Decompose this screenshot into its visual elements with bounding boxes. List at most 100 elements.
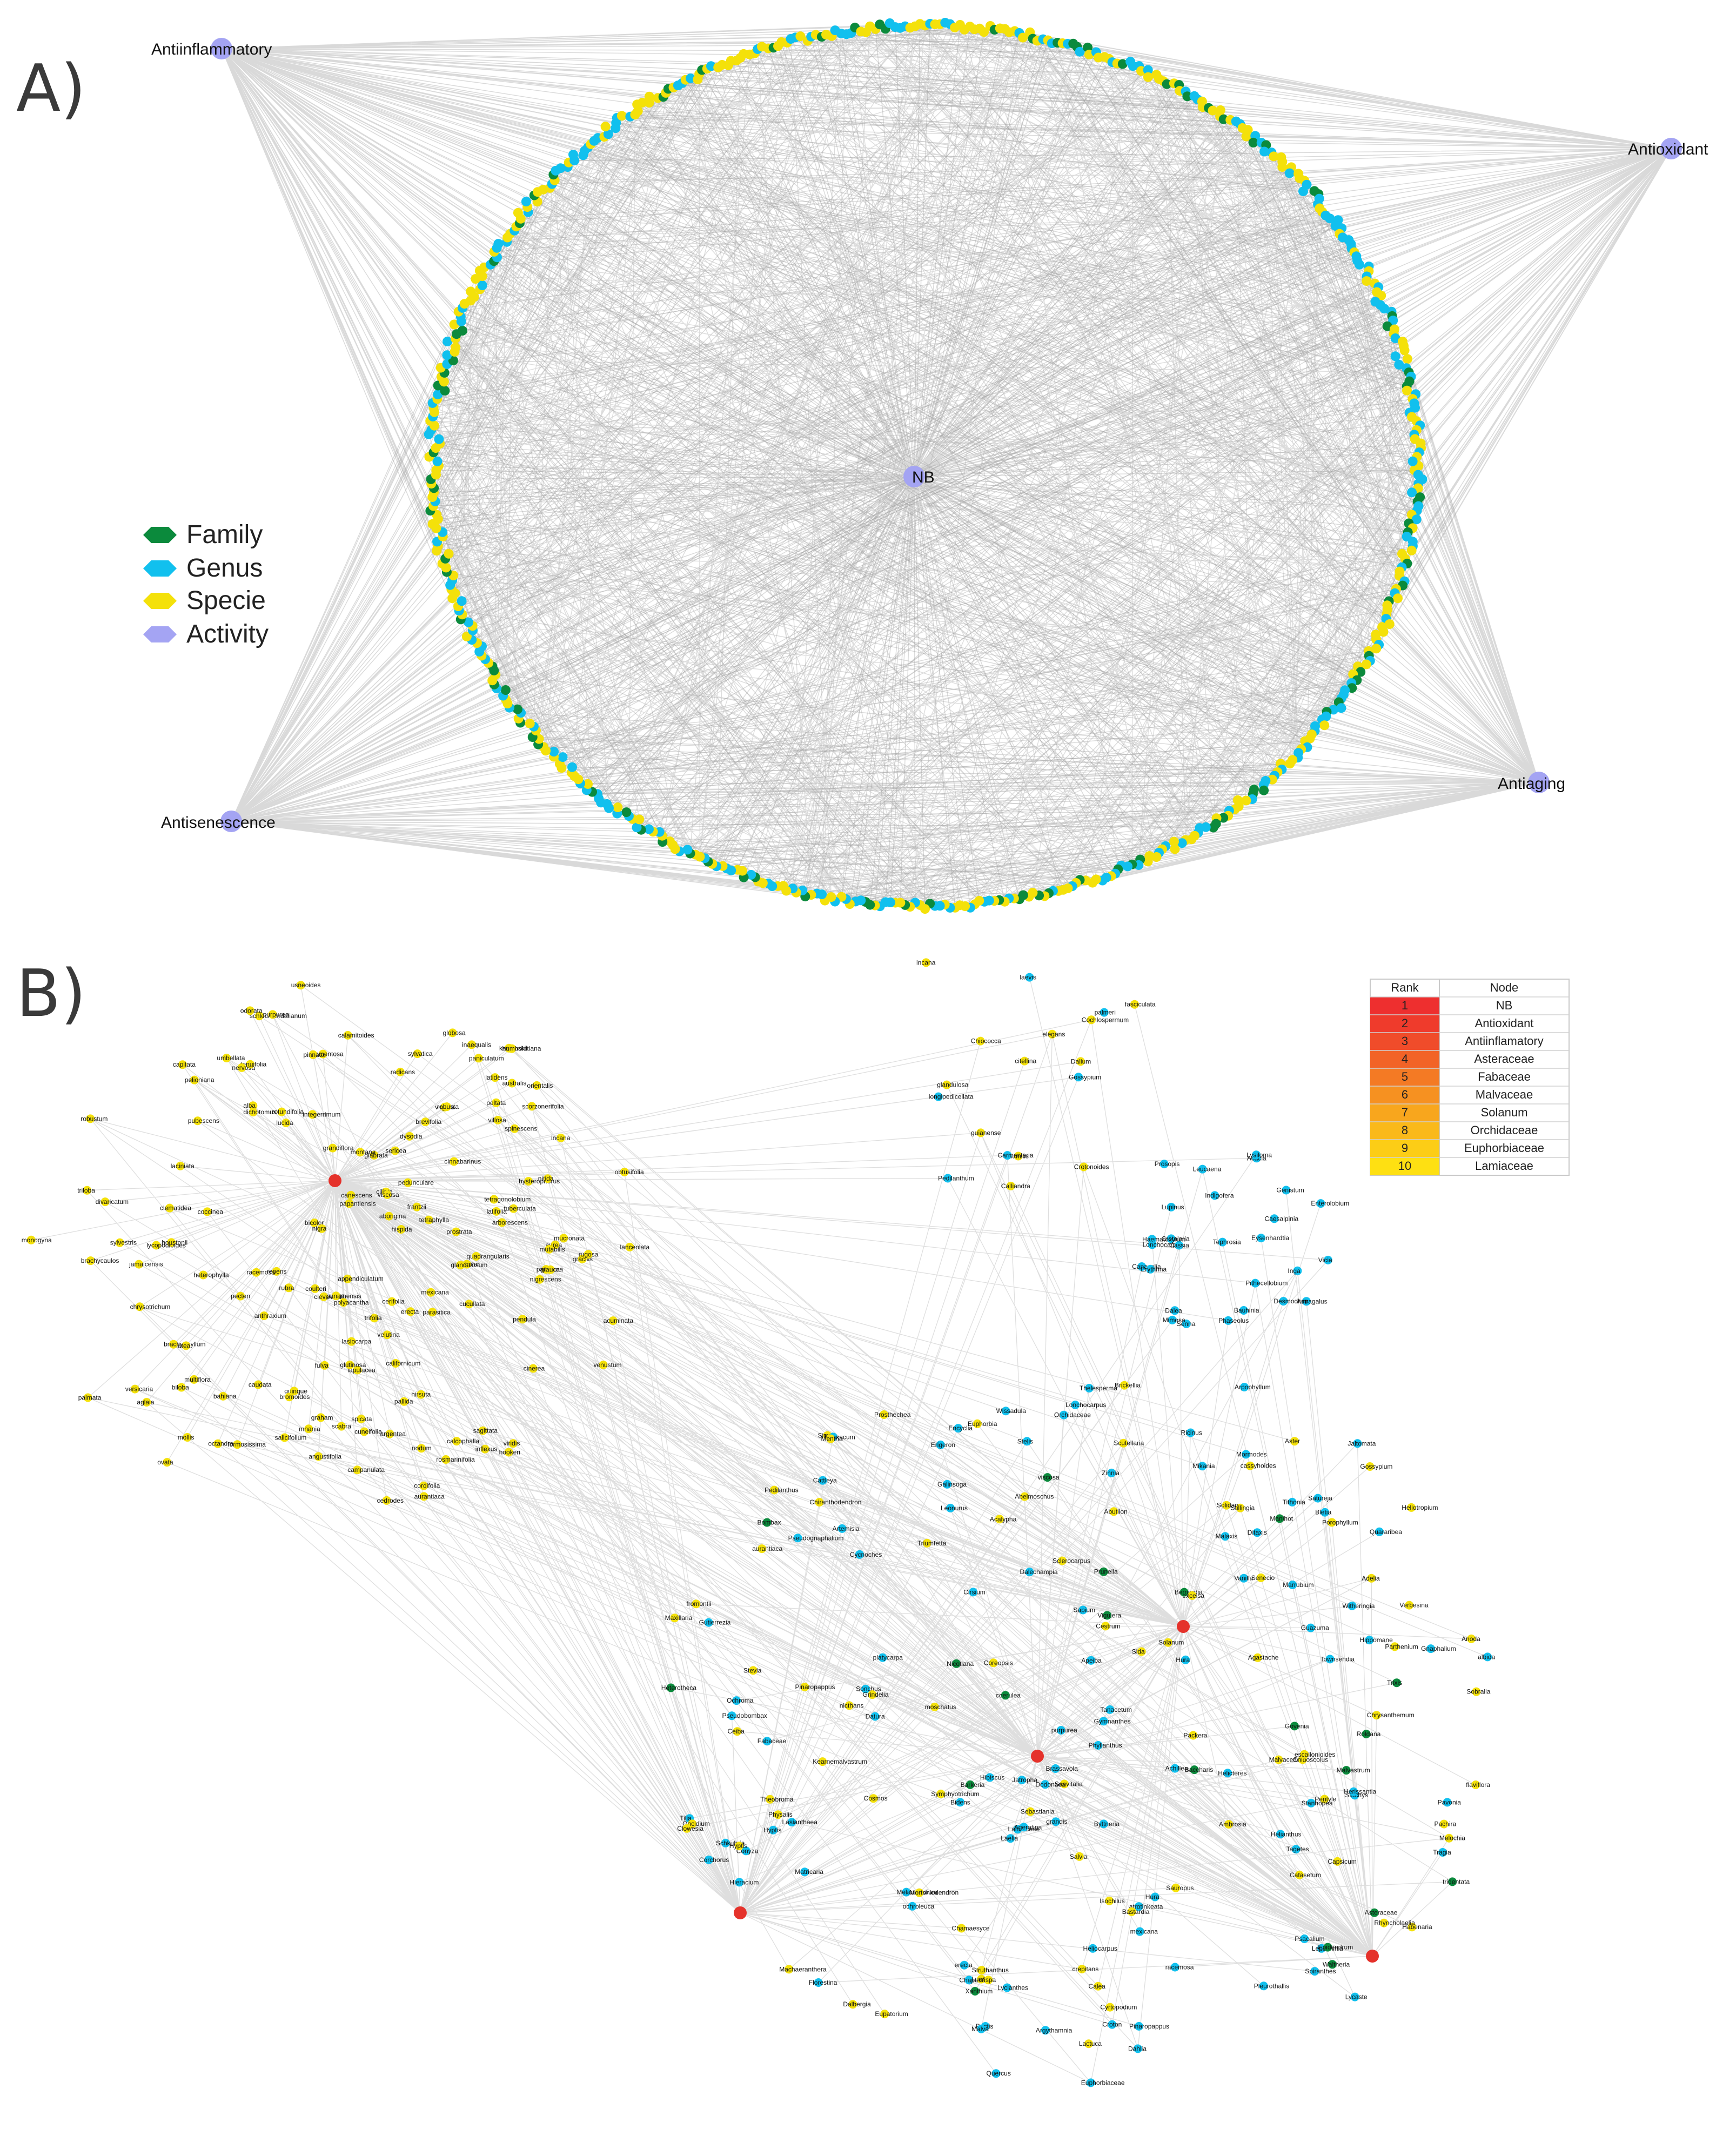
species-cluster-node bbox=[428, 1308, 437, 1317]
ring-node bbox=[442, 350, 452, 360]
center-cluster-node bbox=[1353, 1439, 1362, 1448]
genus-cluster-label: Genistum bbox=[1276, 1187, 1304, 1194]
species-cluster-label: monogyna bbox=[22, 1236, 52, 1244]
species-cluster-node bbox=[417, 1444, 426, 1453]
hub-edges bbox=[430, 23, 1421, 909]
ring-node bbox=[1117, 59, 1128, 69]
genus-cluster-label: Dalea bbox=[1165, 1307, 1182, 1314]
genus-cluster-node bbox=[1167, 1202, 1176, 1211]
species-cluster-node bbox=[403, 1178, 412, 1187]
center-cluster-node bbox=[1288, 1581, 1297, 1589]
center-cluster-node bbox=[1367, 1574, 1376, 1583]
center-cluster-label: Lycaste bbox=[1345, 1993, 1368, 2001]
genus-cluster-label: Lysiloma bbox=[1246, 1151, 1272, 1159]
center-cluster-node bbox=[1328, 1960, 1337, 1969]
species-cluster-node bbox=[426, 1288, 435, 1297]
center-cluster-label: Calea bbox=[1089, 1983, 1106, 1990]
small-cluster-label: incana bbox=[916, 959, 936, 966]
genus-cluster-label: Bauhinia bbox=[1234, 1307, 1259, 1314]
activity-node-antiinflammatory bbox=[211, 38, 232, 59]
center-cluster-label: Jaltomata bbox=[1348, 1440, 1376, 1447]
center-cluster-node bbox=[922, 1538, 931, 1548]
species-cluster-label: scorzonerifolia bbox=[522, 1102, 564, 1110]
species-cluster-label: bromoides bbox=[279, 1393, 310, 1401]
species-cluster-label: latidens bbox=[485, 1074, 507, 1081]
center-cluster-label: Cattleya bbox=[813, 1477, 837, 1484]
rank-number: 1 bbox=[1402, 999, 1408, 1012]
ring-node bbox=[555, 163, 566, 173]
center-cluster-label: Lycianthes bbox=[997, 1984, 1028, 1992]
genus-cluster-node bbox=[1182, 1320, 1191, 1328]
species-cluster-label: latifolia bbox=[487, 1208, 507, 1215]
center-cluster-node bbox=[826, 1434, 835, 1443]
genus-cluster-node bbox=[1218, 1237, 1227, 1247]
species-cluster-label: inflexus bbox=[475, 1445, 498, 1453]
ring-node bbox=[1336, 703, 1346, 713]
center-cluster-label: Rhyncholaelia bbox=[1374, 1919, 1415, 1927]
panel-b-network: B) brachyphyllumarborescenscalcophallace… bbox=[16, 956, 1570, 2087]
center-cluster-node bbox=[837, 1524, 847, 1533]
species-cluster-node bbox=[391, 1359, 400, 1368]
species-cluster-node bbox=[272, 1267, 281, 1276]
center-cluster-node bbox=[670, 1614, 679, 1623]
species-cluster-node bbox=[130, 1384, 139, 1394]
ring-node bbox=[1143, 72, 1153, 82]
center-cluster-label: grandis bbox=[1046, 1818, 1067, 1825]
center-cluster-node bbox=[815, 1498, 824, 1507]
species-cluster-label: lutea bbox=[176, 1342, 190, 1349]
species-cluster-label: argentea bbox=[380, 1430, 406, 1438]
center-cluster-node bbox=[1438, 1848, 1447, 1857]
center-cluster-node bbox=[733, 1727, 742, 1736]
ring-node bbox=[457, 596, 467, 606]
species-cluster-label: umbellata bbox=[217, 1054, 245, 1062]
species-cluster-node bbox=[396, 1067, 405, 1076]
species-cluster-label: anthraxium bbox=[254, 1312, 286, 1320]
rank-number: 3 bbox=[1402, 1034, 1408, 1048]
center-cluster-label: Croton bbox=[1102, 2021, 1122, 2029]
center-cluster-node bbox=[1348, 1601, 1357, 1610]
center-cluster-node bbox=[1300, 1750, 1309, 1759]
species-cluster-label: mucronata bbox=[554, 1234, 585, 1242]
center-cluster-node bbox=[1006, 1834, 1015, 1843]
ring-node bbox=[1169, 836, 1179, 847]
species-cluster-node bbox=[290, 1387, 299, 1396]
rank-node-name: Malvaceae bbox=[1476, 1088, 1533, 1101]
center-cluster-node bbox=[966, 1780, 975, 1789]
species-cluster-label: tetragonolobium bbox=[484, 1196, 531, 1203]
center-cluster-node bbox=[844, 1701, 854, 1710]
center-cluster-node bbox=[1060, 1779, 1069, 1789]
species-cluster-node bbox=[383, 1330, 392, 1340]
panel-b-edges bbox=[31, 977, 1488, 2083]
center-cluster-label: Sida bbox=[1132, 1648, 1145, 1656]
center-cluster-label: Tragia bbox=[1433, 1849, 1451, 1856]
center-cluster-label: Guazuma bbox=[1301, 1624, 1329, 1632]
species-cluster-label: mexicana bbox=[421, 1289, 449, 1296]
center-cluster-node bbox=[1056, 1726, 1065, 1735]
ring-node bbox=[1406, 545, 1417, 555]
center-cluster-node bbox=[1101, 1622, 1110, 1631]
genus-cluster-label: Mimosa bbox=[1163, 1316, 1185, 1324]
species-cluster-node bbox=[353, 1465, 362, 1475]
species-cluster-node bbox=[545, 1244, 554, 1254]
ring-node bbox=[1259, 785, 1269, 795]
center-cluster-label: Lasianthaea bbox=[782, 1818, 818, 1826]
center-cluster-node bbox=[1252, 1528, 1262, 1537]
center-cluster-label: Stelis bbox=[1017, 1437, 1033, 1445]
center-cluster-node bbox=[991, 2069, 1001, 2078]
species-cluster-label: aglaia bbox=[137, 1398, 154, 1406]
center-cluster-node bbox=[984, 1976, 993, 1985]
species-cluster-label: bahiana bbox=[213, 1393, 237, 1400]
center-cluster-node bbox=[1088, 1944, 1097, 1953]
small-cluster-node bbox=[943, 1174, 953, 1183]
center-cluster-label: Barkeria bbox=[961, 1781, 985, 1789]
species-cluster-label: pecten bbox=[231, 1293, 250, 1300]
ring-node bbox=[632, 822, 642, 833]
legend-label-genus: Genus bbox=[186, 554, 263, 583]
center-cluster-label: Symphyotrichum bbox=[931, 1790, 979, 1798]
rank-number: 2 bbox=[1402, 1016, 1408, 1030]
center-cluster-label: Erigeron bbox=[931, 1441, 955, 1449]
species-cluster-label: tenuifolia bbox=[240, 1061, 266, 1068]
center-cluster-node bbox=[1240, 1383, 1249, 1391]
ring-node bbox=[477, 280, 487, 291]
small-cluster-node bbox=[1100, 1008, 1109, 1017]
